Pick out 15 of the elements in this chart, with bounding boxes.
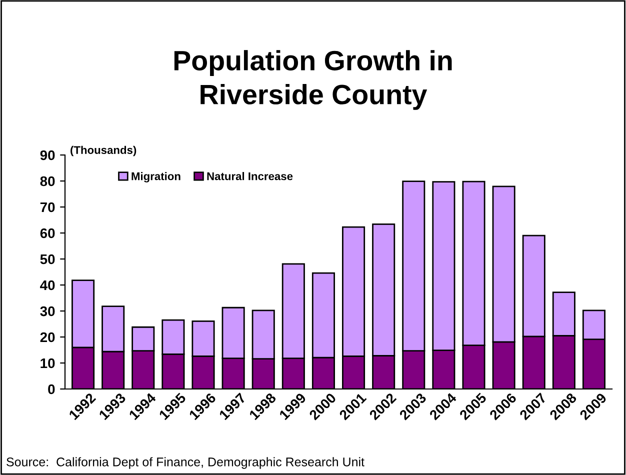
y-tick-label: 30 (40, 306, 55, 316)
y-tick-label: 70 (40, 202, 55, 212)
legend-label: Migration (132, 172, 180, 182)
y-tick-label: 40 (40, 280, 55, 290)
y-tick-label: 0 (48, 384, 55, 394)
chart-title: Population Growth in Riverside County (174, 50, 452, 110)
legend-label: Natural Increase (207, 172, 293, 180)
y-tick-label: 60 (40, 228, 55, 238)
y-tick-label: 10 (40, 358, 55, 368)
y-tick-label: 20 (40, 332, 55, 342)
annotation: (Thousands) (70, 146, 136, 156)
y-tick-label: 80 (40, 176, 55, 186)
y-tick-label: 90 (40, 150, 55, 160)
source-note: Source: California Dept of Finance, Demographic Research Unit (6, 457, 364, 469)
y-tick-label: 50 (40, 254, 55, 264)
